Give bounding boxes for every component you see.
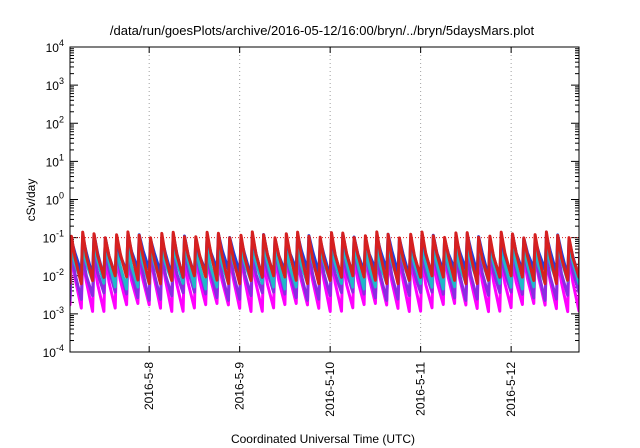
x-tick-label: 2016-5-8 xyxy=(142,362,156,410)
y-tick-base: 10 xyxy=(46,117,60,131)
y-tick-label: 10-1 xyxy=(43,229,64,246)
y-tick-label: 103 xyxy=(46,76,64,93)
y-tick-label: 104 xyxy=(46,38,64,55)
series-line xyxy=(70,248,579,302)
y-tick-label: 100 xyxy=(46,191,64,208)
data-series-group xyxy=(70,230,579,314)
series-line xyxy=(70,230,579,286)
y-tick-label: 10-2 xyxy=(43,267,64,284)
y-tick-label: 101 xyxy=(46,152,64,169)
x-axis-label: Coordinated Universal Time (UTC) xyxy=(231,432,415,446)
chart-title: /data/run/goesPlots/archive/2016-05-12/1… xyxy=(110,23,535,38)
y-tick-exponent: 1 xyxy=(59,152,64,162)
y-tick-exponent: -4 xyxy=(56,343,64,353)
y-tick-exponent: -1 xyxy=(56,229,64,239)
x-tick-label: 2016-5-11 xyxy=(414,362,428,416)
x-tick-label: 2016-5-9 xyxy=(233,362,247,410)
y-tick-base: 10 xyxy=(46,194,60,208)
y-tick-label: 10-3 xyxy=(43,305,64,322)
plot-border xyxy=(69,46,580,353)
y-axis-label: cSv/day xyxy=(24,179,38,222)
y-tick-exponent: 0 xyxy=(59,191,64,201)
y-tick-base: 10 xyxy=(46,155,60,169)
plot-area: 2016-5-8 2016-5-9 2016-5-10 2016-5-11 2016-5… xyxy=(43,38,580,417)
y-tick-exponent: 4 xyxy=(59,38,64,48)
y-tick-base: 10 xyxy=(46,41,60,55)
y-tick-exponent: 2 xyxy=(59,114,64,124)
y-tick-label: 10-4 xyxy=(43,343,64,360)
y-tick-exponent: 3 xyxy=(59,76,64,86)
y-tick-base: 10 xyxy=(43,308,57,322)
x-tick-label: 2016-5-10 xyxy=(323,362,337,417)
y-tick-exponent: -3 xyxy=(56,305,64,315)
y-tick-base: 10 xyxy=(43,232,57,246)
y-tick-exponent: -2 xyxy=(56,267,64,277)
y-tick-base: 10 xyxy=(46,79,60,93)
y-tick-base: 10 xyxy=(43,346,57,360)
y-tick-label: 102 xyxy=(46,114,64,131)
x-tick-label: 2016-5-12 xyxy=(504,362,518,417)
y-tick-base: 10 xyxy=(43,270,57,284)
